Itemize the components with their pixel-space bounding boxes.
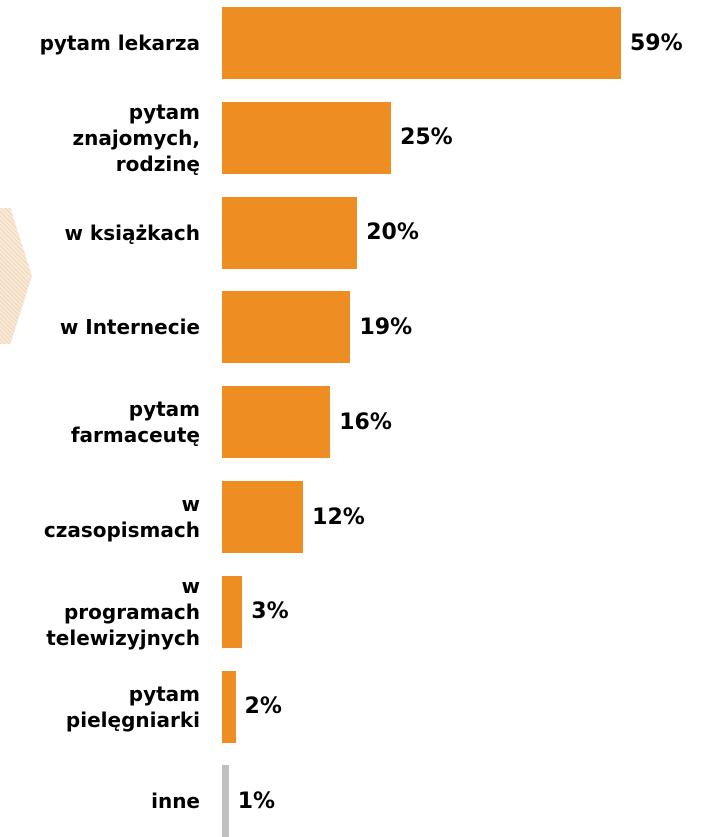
bar <box>222 765 229 837</box>
category-label: pytam lekarza <box>39 31 200 55</box>
bar <box>222 291 351 364</box>
bar <box>222 575 243 648</box>
value-label: 19% <box>359 314 413 340</box>
bar <box>222 386 331 459</box>
bar <box>222 481 304 553</box>
value-label: 25% <box>400 125 453 151</box>
value-label: 20% <box>366 220 419 246</box>
value-label: 59% <box>630 30 683 56</box>
category-label: pytam pielęgniarki <box>65 681 200 732</box>
category-label: w programach telewizyjnych <box>46 573 200 650</box>
category-label: w czasopismach <box>43 492 200 542</box>
category-label: pytam farmaceutę <box>70 397 200 448</box>
category-label: pytam znajomych, rodzinę <box>72 99 200 176</box>
category-label: w Internecie <box>59 315 200 340</box>
bar <box>222 670 236 743</box>
bar <box>222 196 358 269</box>
category-label: inne <box>151 789 200 814</box>
value-label: 2% <box>244 694 282 720</box>
value-label: 12% <box>312 504 365 530</box>
bar <box>222 101 392 174</box>
value-label: 1% <box>237 788 276 814</box>
value-label: 3% <box>251 599 289 625</box>
bar <box>222 7 621 79</box>
value-label: 16% <box>339 409 392 435</box>
category-label: w książkach <box>64 220 200 245</box>
